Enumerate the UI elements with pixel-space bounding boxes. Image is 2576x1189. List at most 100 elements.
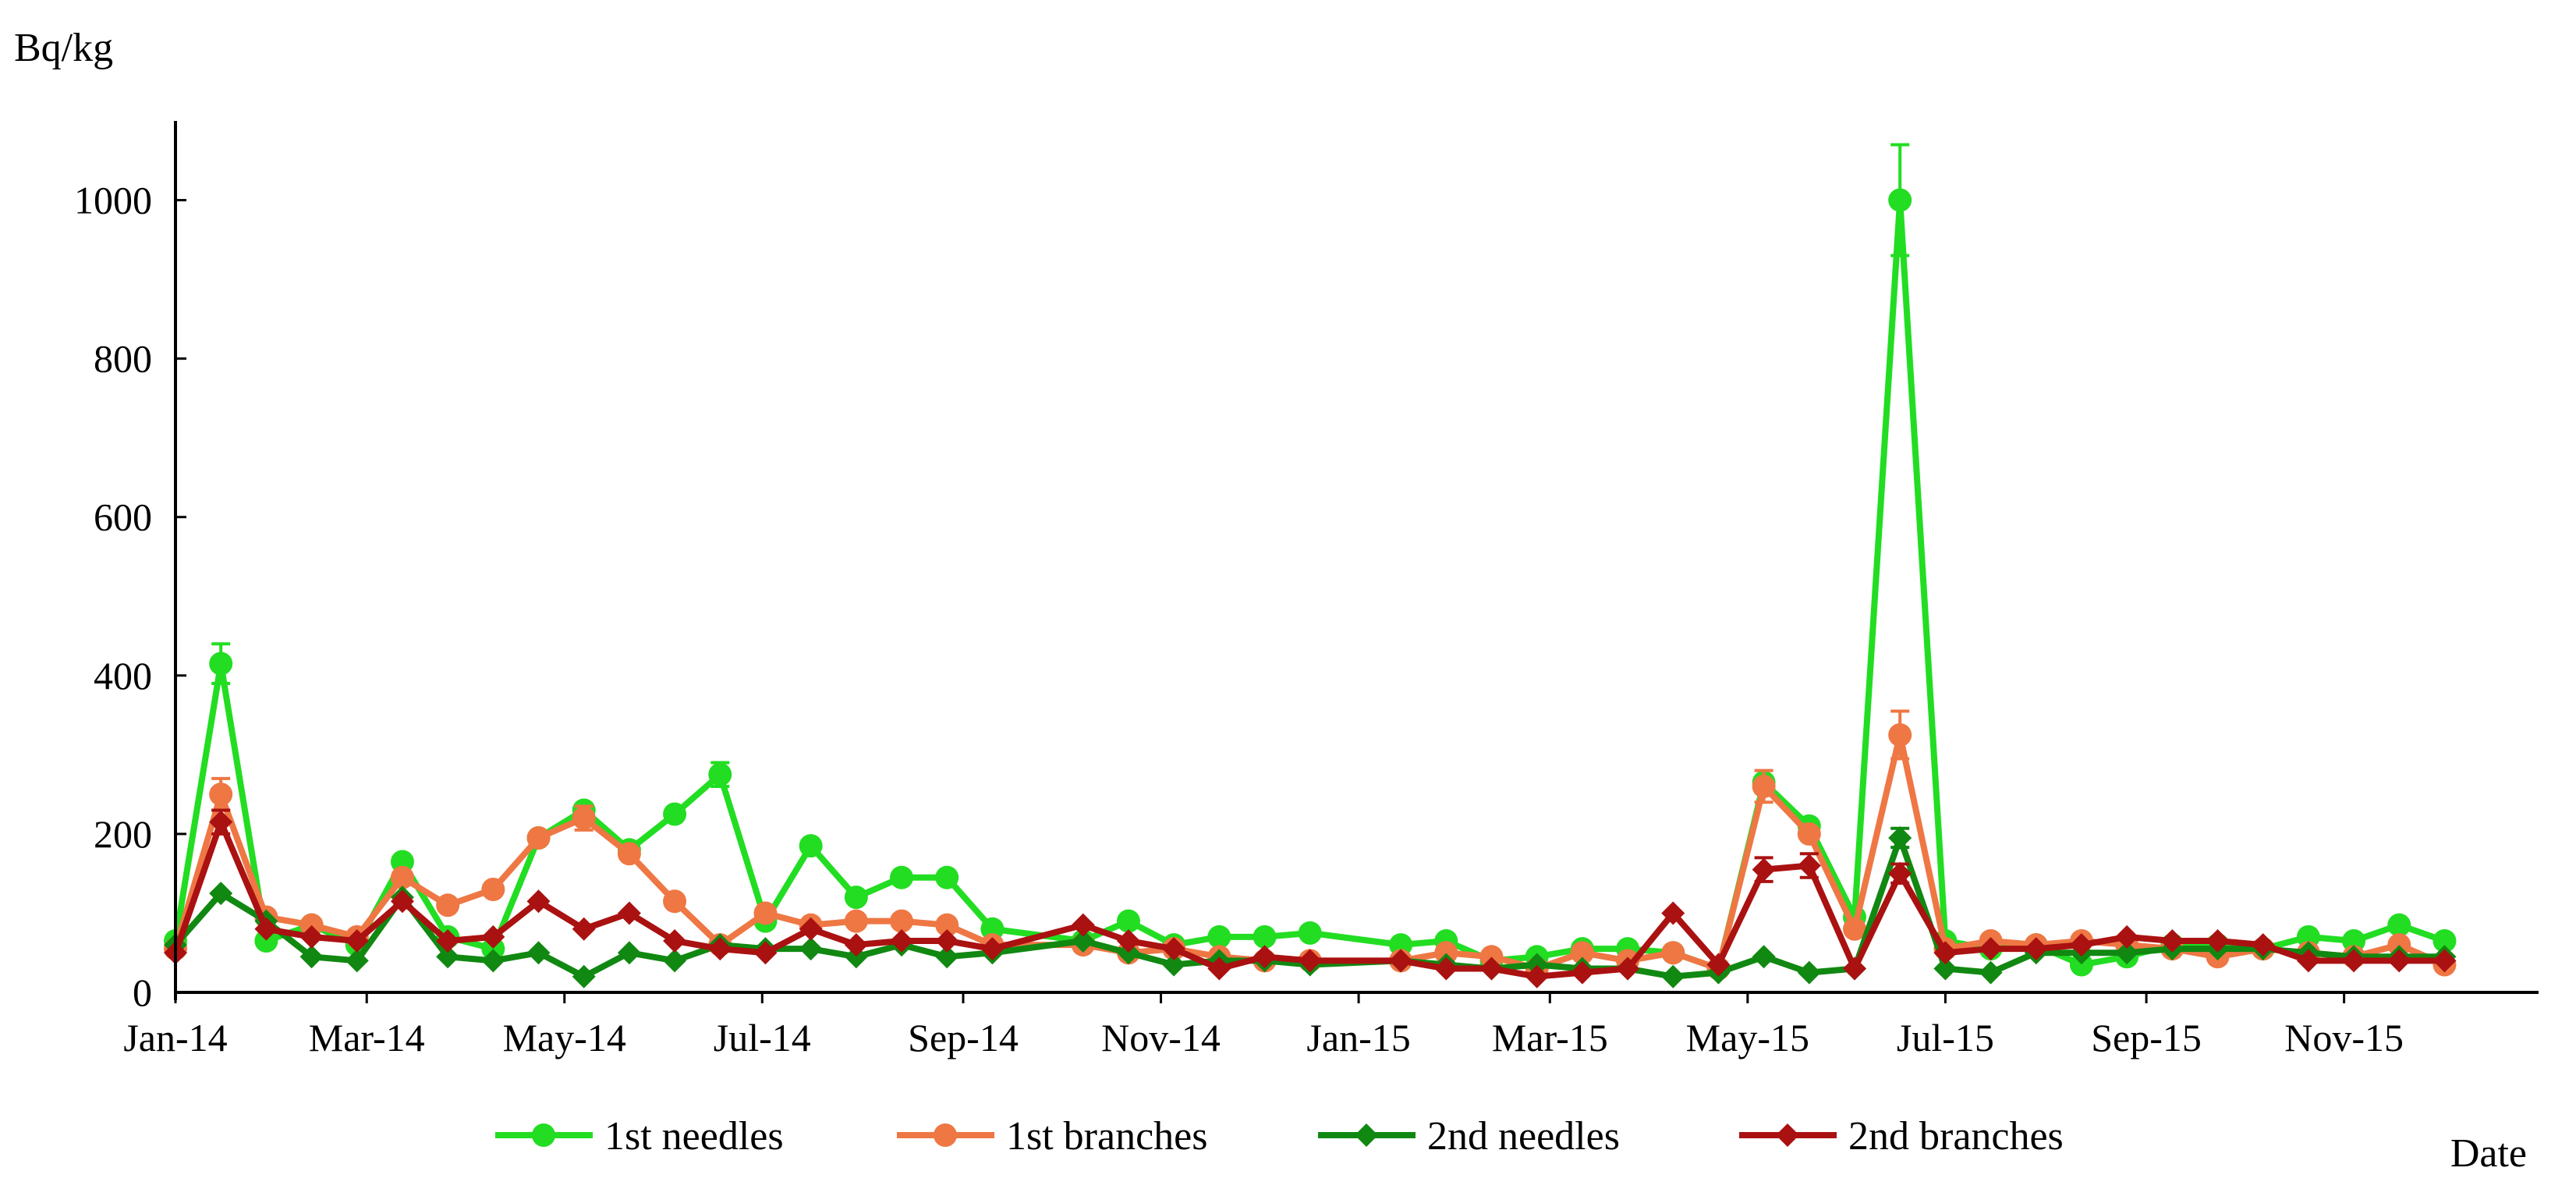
data-point xyxy=(663,802,687,826)
data-point xyxy=(1116,928,1140,953)
data-point xyxy=(1797,854,1821,878)
x-tick-label: Nov-15 xyxy=(2284,1016,2404,1059)
axes: Bq/kg Date 0 200 400 600 800 1000 Jan-14 Mar-14… xyxy=(14,26,2539,1176)
legend-item: 1st branches xyxy=(897,1114,1207,1159)
data-point xyxy=(1797,822,1821,846)
series-layer xyxy=(164,143,2457,988)
data-point xyxy=(1479,957,1504,981)
data-point xyxy=(436,928,460,953)
y-tick-label: 400 xyxy=(94,654,152,697)
data-point xyxy=(436,893,460,917)
legend-label: 1st branches xyxy=(1006,1114,1207,1159)
data-point xyxy=(1207,957,1231,981)
data-point xyxy=(572,806,596,830)
legend-label: 2nd branches xyxy=(1848,1114,2064,1159)
legend: 1st needles 1st branches 2nd needles 2nd br… xyxy=(495,1114,2064,1159)
x-tick-label: Mar-14 xyxy=(309,1016,425,1059)
legend-label: 1st needles xyxy=(604,1114,784,1159)
data-point xyxy=(2296,949,2320,973)
data-point xyxy=(209,783,233,807)
data-point xyxy=(481,877,505,901)
data-point xyxy=(935,913,959,937)
data-point xyxy=(890,928,914,953)
data-point xyxy=(844,945,868,969)
data-point xyxy=(1661,901,1685,925)
data-point xyxy=(390,865,414,889)
data-point xyxy=(481,949,505,973)
data-point xyxy=(1933,941,1958,965)
data-point xyxy=(890,909,914,933)
x-tick-label: Jan-14 xyxy=(123,1016,227,1059)
data-point xyxy=(572,917,596,941)
data-point xyxy=(1071,913,1095,937)
y-tick-label: 1000 xyxy=(74,179,152,222)
data-point xyxy=(1253,925,1277,949)
y-tick-label: 600 xyxy=(94,495,152,539)
data-point xyxy=(1888,722,1912,747)
data-point xyxy=(390,889,414,914)
data-point xyxy=(1888,825,1912,850)
data-point xyxy=(1979,937,2003,961)
y-tick-label: 0 xyxy=(133,971,152,1014)
data-point xyxy=(1661,941,1685,965)
legend-label: 2nd needles xyxy=(1427,1114,1620,1159)
data-point xyxy=(708,762,732,786)
series-2nd-branches xyxy=(164,808,2457,988)
data-point xyxy=(299,945,324,969)
x-tick-label: May-14 xyxy=(503,1016,626,1059)
data-point xyxy=(1888,861,1912,886)
data-point xyxy=(526,889,551,914)
data-point xyxy=(254,928,278,953)
data-point xyxy=(1071,928,1095,953)
data-point xyxy=(2432,928,2457,953)
x-tick-label: Jul-14 xyxy=(714,1016,811,1059)
data-point xyxy=(935,865,959,889)
data-point xyxy=(526,941,551,965)
x-tick-label: Sep-14 xyxy=(908,1016,1019,1059)
y-tick-label: 800 xyxy=(94,337,152,381)
data-point xyxy=(844,886,868,910)
data-point xyxy=(436,945,460,969)
data-point xyxy=(526,825,551,850)
data-point xyxy=(1434,941,1458,965)
data-point xyxy=(2342,949,2366,973)
data-point xyxy=(1752,857,1776,882)
data-point xyxy=(2387,913,2411,937)
data-point xyxy=(799,917,823,941)
data-point xyxy=(1843,917,1867,941)
data-point xyxy=(753,941,778,965)
data-point xyxy=(2160,928,2184,953)
data-point xyxy=(844,909,868,933)
legend-marker xyxy=(532,1123,555,1147)
data-point xyxy=(1706,953,1731,977)
x-axis-title: Date xyxy=(2450,1131,2527,1176)
data-point xyxy=(890,865,914,889)
data-point xyxy=(799,834,823,858)
data-point xyxy=(254,917,278,941)
data-point xyxy=(2069,933,2093,957)
series-1st-needles xyxy=(164,143,2457,981)
data-point xyxy=(481,937,505,961)
data-point xyxy=(980,937,1005,961)
data-point xyxy=(209,651,233,676)
data-point xyxy=(2115,941,2139,965)
legend-marker xyxy=(1776,1123,1799,1147)
data-point xyxy=(617,901,641,925)
legend-marker xyxy=(934,1123,957,1147)
data-point xyxy=(1479,945,1504,969)
data-point xyxy=(1434,957,1458,981)
y-axis-title: Bq/kg xyxy=(14,26,113,70)
x-tick-label: Mar-15 xyxy=(1492,1016,1608,1059)
data-point xyxy=(1298,921,1322,945)
legend-item: 2nd needles xyxy=(1318,1114,1620,1159)
x-tick-label: Nov-14 xyxy=(1101,1016,1221,1059)
data-point xyxy=(935,928,959,953)
data-point xyxy=(209,882,233,906)
data-point xyxy=(209,810,233,834)
data-point xyxy=(1162,937,1186,961)
data-point xyxy=(1570,960,1594,985)
data-point xyxy=(345,928,369,953)
data-point xyxy=(572,964,596,988)
data-point xyxy=(2387,949,2411,973)
